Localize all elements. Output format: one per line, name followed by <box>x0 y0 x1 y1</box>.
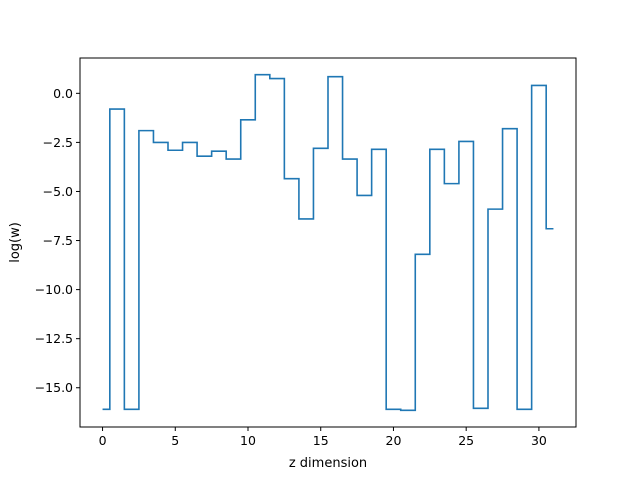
x-axis-label: z dimension <box>289 456 367 471</box>
x-tick-label: 25 <box>458 433 474 448</box>
x-tick-label: 0 <box>99 433 107 448</box>
x-tick-label: 5 <box>171 433 179 448</box>
x-tick-label: 15 <box>313 433 329 448</box>
x-tick-label: 20 <box>386 433 402 448</box>
y-tick-label: −15.0 <box>35 380 73 395</box>
y-tick-label: −12.5 <box>35 331 73 346</box>
y-tick-label: 0.0 <box>53 86 73 101</box>
y-tick-label: −10.0 <box>35 282 73 297</box>
x-tick-label: 10 <box>240 433 256 448</box>
series-line-0 <box>102 73 554 412</box>
y-tick-label: −2.5 <box>43 135 73 150</box>
x-tick-label: 30 <box>531 433 547 448</box>
y-axis-label: log(w) <box>8 222 23 263</box>
plot-area <box>102 73 554 412</box>
y-tick-label: −5.0 <box>43 184 73 199</box>
axes-frame <box>79 57 577 428</box>
y-tick-label: −7.5 <box>43 233 73 248</box>
x-axis-ticks: 0 5 10 15 20 25 30 <box>99 427 547 448</box>
y-axis-ticks: 0.0 −2.5 −5.0 −7.5 −10.0 −12.5 −15.0 <box>35 86 80 395</box>
